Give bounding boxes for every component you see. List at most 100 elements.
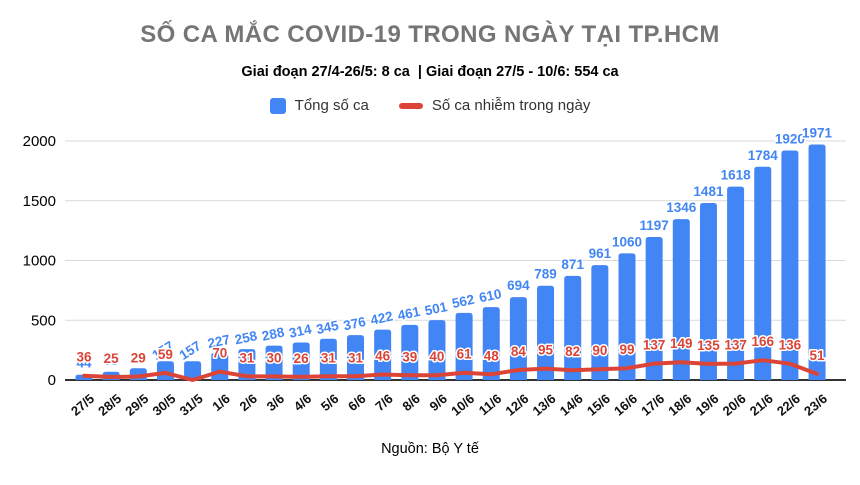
x-tick-label: 10/6 <box>448 391 477 419</box>
legend-swatch-line <box>398 102 423 109</box>
bar-value-label: 961 <box>589 246 612 261</box>
line-value-label: 70 <box>212 346 227 361</box>
x-tick-label: 18/6 <box>665 391 694 419</box>
chart-subtitle: Giai đoạn 27/4-26/5: 8 ca | Giai đoạn 27… <box>241 64 619 80</box>
line-value-label: 61 <box>457 347 473 362</box>
x-tick: 8/6 <box>399 391 422 414</box>
line-value-label: 82 <box>565 344 580 359</box>
line-value-label: 137 <box>643 338 666 353</box>
bar-total-cases <box>781 150 799 380</box>
x-tick-label: 7/6 <box>372 391 395 414</box>
bar-total-cases <box>401 324 419 380</box>
x-tick: 29/5 <box>122 391 151 419</box>
x-tick-label: 30/5 <box>149 391 178 419</box>
bar-total-cases <box>645 236 663 380</box>
x-tick-label: 15/6 <box>584 391 613 419</box>
line-value-label: 26 <box>294 351 310 366</box>
x-tick-label: 28/5 <box>95 391 124 419</box>
line-value-label: 166 <box>751 334 774 349</box>
bar-value-label: 1618 <box>721 168 752 183</box>
bar-value-label: 1920 <box>775 132 805 147</box>
bar-value-label: 157 <box>177 338 204 363</box>
line-value-label: 90 <box>592 343 607 358</box>
bar-total-cases <box>347 335 364 380</box>
line-value-label: 95 <box>538 343 554 358</box>
x-tick-label: 22/6 <box>774 391 803 419</box>
x-tick-label: 29/5 <box>122 391 151 419</box>
x-tick-label: 27/5 <box>68 391 97 419</box>
x-tick: 14/6 <box>557 391 586 419</box>
x-tick-label: 1/6 <box>209 391 232 414</box>
bar-total-cases <box>754 166 772 380</box>
line-value-label: 149 <box>670 336 693 351</box>
x-tick: 21/6 <box>747 391 776 419</box>
x-tick: 30/5 <box>149 391 178 419</box>
bar-value-label: 1060 <box>612 234 642 249</box>
bar-total-cases <box>699 203 717 380</box>
x-tick-label: 13/6 <box>530 391 559 419</box>
chart-title: SỐ CA MẮC COVID-19 TRONG NGÀY TẠI TP.HCM <box>140 21 720 48</box>
bar-total-cases <box>292 342 310 380</box>
line-value-label: 48 <box>484 348 500 363</box>
x-tick: 23/6 <box>801 391 830 419</box>
x-tick-label: 19/6 <box>692 391 721 419</box>
line-value-label: 59 <box>158 347 173 362</box>
x-tick-label: 4/6 <box>291 391 314 414</box>
x-tick-label: 5/6 <box>318 391 341 414</box>
x-tick: 22/6 <box>774 391 803 419</box>
line-value-label: 31 <box>348 350 364 365</box>
bar-total-cases <box>482 307 500 380</box>
bar-total-cases <box>808 144 826 380</box>
bar-value-label: 44 <box>76 356 92 371</box>
bar-value-label: 1784 <box>748 148 779 163</box>
x-tick: 6/6 <box>345 391 368 414</box>
legend: Tổng số ca Số ca nhiễm trong ngày <box>0 97 860 114</box>
x-tick: 3/6 <box>264 391 287 414</box>
x-tick: 18/6 <box>665 391 694 419</box>
bar-total-cases <box>238 349 256 380</box>
line-value-label: 135 <box>697 338 720 353</box>
bar-value-label: 501 <box>423 299 449 318</box>
x-tick-label: 20/6 <box>720 391 749 419</box>
bar-total-cases <box>727 186 745 380</box>
line-value-label: 51 <box>810 348 826 363</box>
x-tick: 10/6 <box>448 391 477 419</box>
x-tick-label: 8/6 <box>399 391 422 414</box>
bar-total-cases <box>672 219 690 380</box>
y-tick-label: 1500 <box>23 193 56 210</box>
bar-value-label: 314 <box>288 321 314 340</box>
bar-total-cases <box>374 329 392 380</box>
bar-value-label: 288 <box>261 324 287 343</box>
x-tick-label: 23/6 <box>801 391 830 419</box>
bar-value-label: 98 <box>131 349 147 364</box>
line-value-label: 46 <box>375 349 391 364</box>
bar-value-label: 258 <box>233 328 259 347</box>
y-tick-label: 2000 <box>23 133 56 150</box>
bar-value-label: 871 <box>561 257 584 272</box>
bar-value-label: 227 <box>206 332 231 351</box>
bar-total-cases <box>156 361 174 380</box>
line-value-label: 30 <box>267 350 282 365</box>
legend-swatch-bar <box>269 97 286 114</box>
x-tick: 31/5 <box>177 391 206 419</box>
x-tick-label: 3/6 <box>264 391 287 414</box>
x-tick: 5/6 <box>318 391 341 414</box>
bar-total-cases <box>591 265 609 380</box>
line-value-label: 137 <box>724 338 747 353</box>
x-tick: 11/6 <box>476 391 504 418</box>
x-tick: 13/6 <box>530 391 559 419</box>
line-value-label: 36 <box>76 350 92 365</box>
bar-value-label: 1197 <box>640 218 669 233</box>
bar-total-cases <box>455 312 473 380</box>
x-tick-label: 9/6 <box>427 391 450 414</box>
x-tick: 1/6 <box>209 391 232 414</box>
bar-value-label: 345 <box>315 318 341 337</box>
x-tick-label: 16/6 <box>611 391 640 419</box>
bar-total-cases <box>428 320 446 380</box>
y-tick-label: 1000 <box>23 253 56 270</box>
x-tick-label: 17/6 <box>638 391 667 419</box>
bar-value-label: 461 <box>396 304 422 323</box>
bar-value-label: 376 <box>342 314 368 333</box>
